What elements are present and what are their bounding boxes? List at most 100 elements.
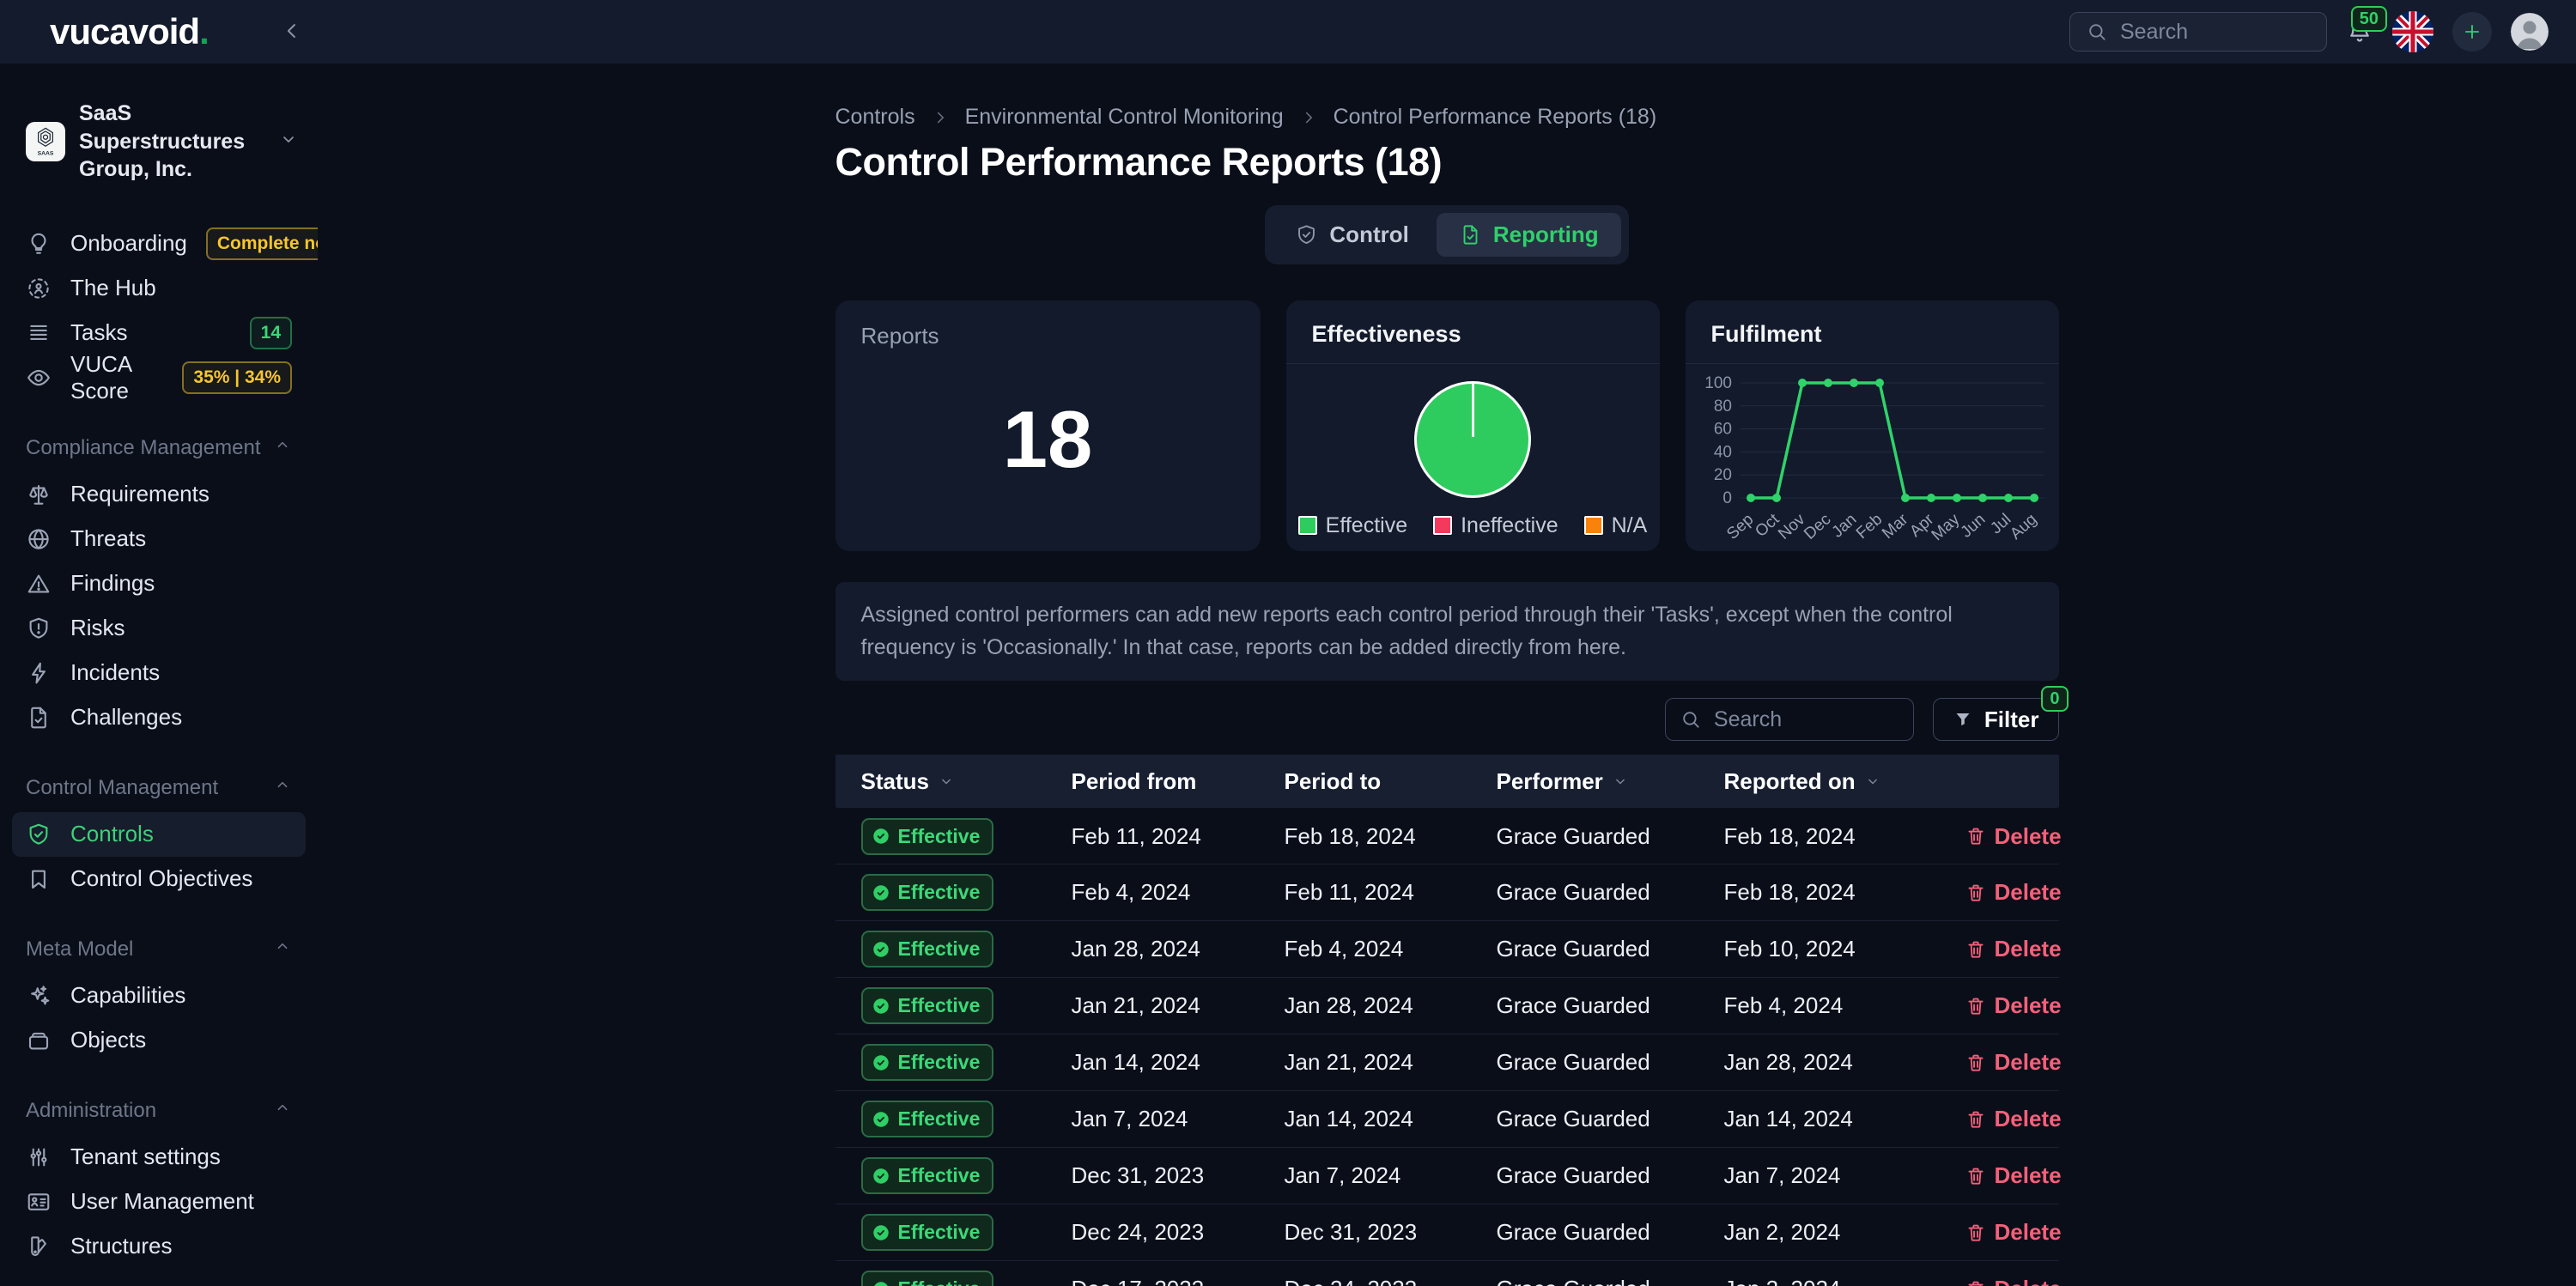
sidebar-item-the-hub[interactable]: The Hub — [12, 266, 306, 311]
delete-button[interactable]: Delete — [1965, 1162, 2062, 1189]
sidebar-section-compliance-management[interactable]: Compliance Management — [26, 429, 292, 467]
delete-button[interactable]: Delete — [1965, 1049, 2062, 1076]
check-circle-icon — [872, 940, 890, 959]
cell-period-from: Dec 24, 2023 — [1071, 1219, 1205, 1245]
sidebar-section-control-management[interactable]: Control Management — [26, 769, 292, 807]
notifications-button[interactable]: 50 — [2346, 6, 2387, 45]
tab-control[interactable]: Control — [1273, 213, 1431, 257]
fulfilment-card: Fulfilment 0 20 40 60 80 100 Sep Oct Nov Dec Jan Fe… — [1685, 300, 2059, 551]
delete-button[interactable]: Delete — [1965, 992, 2062, 1019]
sidebar-item-tenant-settings[interactable]: Tenant settings — [12, 1135, 306, 1180]
sidebar-item-tasks[interactable]: Tasks 14 — [12, 311, 306, 355]
status-badge: Effective — [860, 987, 994, 1024]
cell-period-from: Dec 17, 2023 — [1072, 1276, 1285, 1286]
cell-performer: Grace Guarded — [1496, 1219, 1650, 1245]
cell-period-from: Jan 14, 2024 — [1071, 1049, 1200, 1075]
legend-item-ineffective: Ineffective — [1433, 513, 1558, 538]
legend-item-effective: Effective — [1297, 513, 1407, 538]
sidebar-item-challenges[interactable]: Challenges — [12, 695, 306, 740]
sidebar-section-administration[interactable]: Administration — [26, 1092, 292, 1130]
trash-icon — [1965, 938, 1987, 961]
delete-button[interactable]: Delete — [1965, 1106, 2062, 1132]
table-row: Effective Jan 21, 2024 Jan 28, 2024 Grace G… — [835, 978, 2062, 1034]
top-bar: vucavoid . 50 — [0, 0, 2576, 64]
delete-button[interactable]: Delete — [1965, 879, 2062, 906]
table-search-input[interactable] — [1713, 707, 1899, 732]
global-search-input[interactable] — [2120, 19, 2311, 45]
svg-text:40: 40 — [1714, 443, 1732, 461]
cell-period-to: Jan 28, 2024 — [1284, 992, 1413, 1018]
check-circle-icon — [872, 1223, 890, 1242]
breadcrumb: Controls Environmental Control Monitoring… — [835, 105, 2059, 130]
cell-period-from: Dec 31, 2023 — [1071, 1162, 1205, 1188]
reports-card: Reports 18 — [835, 300, 1261, 551]
reports-card-title: Reports — [860, 323, 939, 349]
user-avatar[interactable] — [2511, 13, 2549, 51]
breadcrumb-item-control-performance-reports-18[interactable]: Control Performance Reports (18) — [1333, 105, 1657, 129]
sidebar-item-vuca-score[interactable]: VUCA Score 35% | 34% — [12, 351, 306, 403]
column-header-status[interactable]: Status — [861, 768, 1072, 795]
table-body: Effective Feb 11, 2024 Feb 18, 2024 Grace G… — [835, 808, 2062, 1286]
sidebar-item-capabilities[interactable]: Capabilities — [12, 974, 306, 1018]
sidebar-item-user-management[interactable]: User Management — [12, 1180, 306, 1224]
sidebar-item-findings[interactable]: Findings — [12, 561, 306, 606]
column-header-performer[interactable]: Performer — [1497, 768, 1724, 795]
cell-period-to: Jan 14, 2024 — [1284, 1106, 1413, 1131]
check-circle-icon — [872, 1110, 890, 1129]
cell-performer: Grace Guarded — [1496, 1106, 1650, 1131]
sidebar-item-incidents[interactable]: Incidents — [12, 651, 306, 695]
table-row: Effective Jan 14, 2024 Jan 21, 2024 Grace G… — [835, 1034, 2062, 1091]
delete-button[interactable]: Delete — [1965, 1219, 2062, 1246]
status-badge: Effective — [860, 1101, 994, 1137]
sidebar-item-structures[interactable]: Structures — [12, 1224, 306, 1269]
status-badge: Effective — [860, 1157, 994, 1194]
delete-button[interactable]: Delete — [1965, 936, 2062, 962]
cell-reported-on: Jan 2, 2024 — [1723, 1219, 1841, 1245]
cell-performer: Grace Guarded — [1496, 822, 1650, 849]
table-row: Effective Dec 24, 2023 Dec 31, 2023 Grace G… — [835, 1204, 2062, 1261]
reports-table: Status Period from Period to Performer Repor… — [835, 755, 2062, 1286]
sidebar-item-threats[interactable]: Threats — [12, 517, 306, 561]
sidebar-section-meta-model[interactable]: Meta Model — [26, 931, 292, 968]
svg-text:SAAS: SAAS — [38, 150, 54, 156]
chevron-right-icon — [931, 108, 950, 127]
cell-period-to: Dec 24, 2023 — [1285, 1276, 1497, 1286]
cell-performer: Grace Guarded — [1496, 1162, 1650, 1188]
sidebar-item-risks[interactable]: Risks — [12, 606, 306, 651]
doc-check-icon — [1459, 223, 1482, 246]
sliders-icon — [26, 1144, 52, 1170]
breadcrumb-item-controls[interactable]: Controls — [835, 105, 915, 129]
chevron-left-icon — [280, 19, 304, 45]
notification-count-badge: 50 — [2350, 6, 2387, 32]
filter-button[interactable]: Filter 0 — [1932, 686, 2069, 741]
list-icon — [26, 320, 52, 346]
language-flag-button[interactable] — [2392, 11, 2433, 52]
tab-reporting[interactable]: Reporting — [1436, 213, 1621, 257]
trash-icon — [1965, 825, 1987, 847]
svg-text:Aug: Aug — [2007, 511, 2040, 543]
org-switcher[interactable]: SAAS SaaS Superstructures Group, Inc. — [26, 100, 299, 184]
sidebar-item-requirements[interactable]: Requirements — [12, 472, 306, 517]
breadcrumb-item-environmental-control-monitoring[interactable]: Environmental Control Monitoring — [964, 105, 1284, 129]
sidebar-item-control-objectives[interactable]: Control Objectives — [12, 857, 306, 901]
svg-text:100: 100 — [1704, 374, 1732, 392]
sidebar-item-objects[interactable]: Objects — [12, 1018, 306, 1063]
column-header-reported-on[interactable]: Reported on — [1724, 768, 1965, 795]
delete-button[interactable]: Delete — [1965, 823, 2062, 850]
shield-alert-icon — [26, 616, 52, 641]
table-row: Effective Jan 7, 2024 Jan 14, 2024 Grace Gu… — [835, 1091, 2062, 1148]
sidebar-collapse-button[interactable] — [266, 6, 318, 58]
search-icon — [1680, 708, 1702, 731]
table-toolbar: Filter 0 — [835, 686, 2069, 741]
svg-text:80: 80 — [1714, 397, 1732, 416]
main-content: Controls Environmental Control Monitoring… — [318, 64, 2576, 1286]
cell-period-from: Jan 7, 2024 — [1071, 1106, 1188, 1131]
sidebar-item-controls[interactable]: Controls — [12, 811, 306, 857]
status-badge: Effective — [860, 1271, 994, 1286]
legend-item-n-a: N/A — [1583, 513, 1647, 538]
reports-count: 18 — [1002, 393, 1093, 484]
add-new-button[interactable] — [2452, 12, 2492, 52]
delete-button[interactable]: Delete — [1965, 1276, 2062, 1286]
